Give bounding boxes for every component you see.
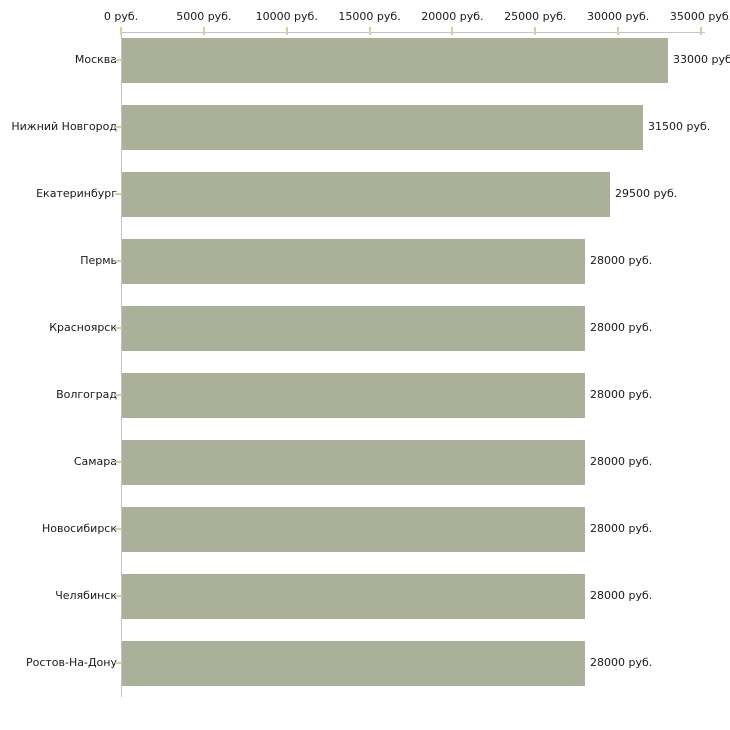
value-label: 33000 руб. <box>673 53 730 66</box>
category-label: Пермь <box>80 254 117 267</box>
y-axis-line <box>121 32 122 697</box>
bar <box>122 239 585 284</box>
category-label: Самара <box>73 455 117 468</box>
x-axis-tick-label: 5000 руб. <box>176 10 232 23</box>
value-label: 28000 руб. <box>590 522 653 535</box>
category-label: Челябинск <box>55 589 117 602</box>
y-axis-tick <box>115 595 122 597</box>
bar <box>122 507 585 552</box>
value-label: 28000 руб. <box>590 589 653 602</box>
x-axis-tick-label: 30000 руб. <box>587 10 650 23</box>
bar <box>122 105 643 150</box>
y-axis-tick <box>115 59 122 61</box>
value-label: 28000 руб. <box>590 455 653 468</box>
x-axis-line <box>121 32 705 33</box>
y-axis-tick <box>115 327 122 329</box>
value-label: 28000 руб. <box>590 254 653 267</box>
x-axis-tick <box>617 27 620 35</box>
category-label: Екатеринбург <box>36 187 117 200</box>
value-label: 28000 руб. <box>590 388 653 401</box>
y-axis-tick <box>115 461 122 463</box>
y-axis-tick <box>115 394 122 396</box>
bar <box>122 38 668 83</box>
bar <box>122 172 610 217</box>
y-axis-tick <box>115 193 122 195</box>
bar <box>122 373 585 418</box>
x-axis-tick <box>700 27 702 35</box>
x-axis-tick <box>120 27 122 35</box>
bar <box>122 306 585 351</box>
x-axis-tick-label: 20000 руб. <box>421 10 484 23</box>
y-axis-tick <box>115 126 122 128</box>
x-axis-tick <box>285 27 288 35</box>
bar <box>122 440 585 485</box>
y-axis-tick <box>115 260 122 262</box>
x-axis-tick-label: 15000 руб. <box>338 10 401 23</box>
category-label: Нижний Новгород <box>11 120 117 133</box>
x-axis-tick-label: 25000 руб. <box>504 10 567 23</box>
bar <box>122 574 585 619</box>
value-label: 28000 руб. <box>590 321 653 334</box>
x-axis-tick <box>534 27 537 35</box>
bar <box>122 641 585 686</box>
category-label: Красноярск <box>49 321 117 334</box>
y-axis-tick <box>115 662 122 664</box>
value-label: 31500 руб. <box>648 120 711 133</box>
value-label: 29500 руб. <box>615 187 678 200</box>
x-axis-tick-label: 35000 руб. <box>669 10 730 23</box>
x-axis-tick <box>202 27 205 35</box>
x-axis-tick-label: 10000 руб. <box>255 10 318 23</box>
category-label: Волгоград <box>56 388 117 401</box>
category-label: Ростов-На-Дону <box>25 656 117 669</box>
category-label: Москва <box>74 53 117 66</box>
x-axis-tick <box>368 27 371 35</box>
category-label: Новосибирск <box>41 522 117 535</box>
x-axis-tick-label: 0 руб. <box>103 10 139 23</box>
value-label: 28000 руб. <box>590 656 653 669</box>
x-axis-tick <box>451 27 454 35</box>
y-axis-tick <box>115 528 122 530</box>
